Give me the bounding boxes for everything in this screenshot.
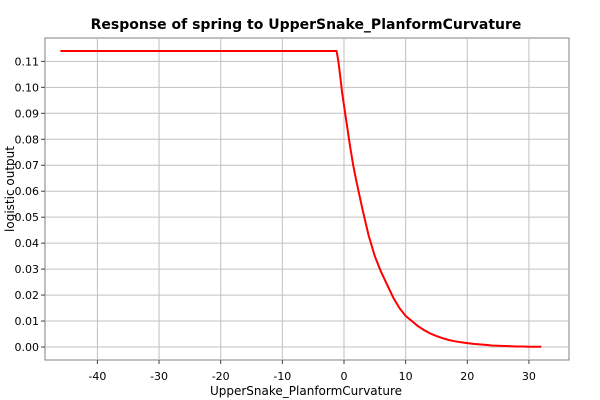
y-axis-label: logistic output — [3, 146, 17, 232]
x-tick-label: -10 — [273, 370, 291, 383]
y-tick-label: 0.04 — [15, 237, 40, 250]
y-tick-label: 0.06 — [15, 185, 40, 198]
y-tick-label: 0.09 — [15, 107, 40, 120]
x-tick-label: 10 — [399, 370, 413, 383]
tick-labels: -40 -30 -20 -10 0 10 20 30 0.00 0.01 0.02 0.03 0.04 0… — [15, 55, 536, 383]
x-tick-label: -20 — [212, 370, 230, 383]
y-tick-label: 0.11 — [15, 55, 40, 68]
series — [60, 50, 542, 348]
y-tick-label: 0.10 — [15, 81, 40, 94]
y-tick-label: 0.00 — [15, 341, 40, 354]
x-tick-label: -30 — [150, 370, 168, 383]
series-line — [60, 50, 542, 348]
ticks — [41, 60, 530, 364]
x-tick-label: -40 — [88, 370, 106, 383]
y-tick-label: 0.08 — [15, 133, 40, 146]
y-tick-label: 0.01 — [15, 315, 40, 328]
x-axis-label: UpperSnake_PlanformCurvature — [210, 384, 402, 398]
x-tick-label: 0 — [340, 370, 347, 383]
x-tick-label: 30 — [522, 370, 536, 383]
y-tick-label: 0.05 — [15, 211, 40, 224]
y-tick-label: 0.03 — [15, 263, 40, 276]
y-tick-label: 0.07 — [15, 159, 40, 172]
y-tick-label: 0.02 — [15, 289, 40, 302]
grid — [45, 38, 569, 360]
chart-title: Response of spring to UpperSnake_Planfor… — [91, 17, 522, 33]
x-tick-label: 20 — [460, 370, 474, 383]
plot-area — [44, 37, 570, 361]
